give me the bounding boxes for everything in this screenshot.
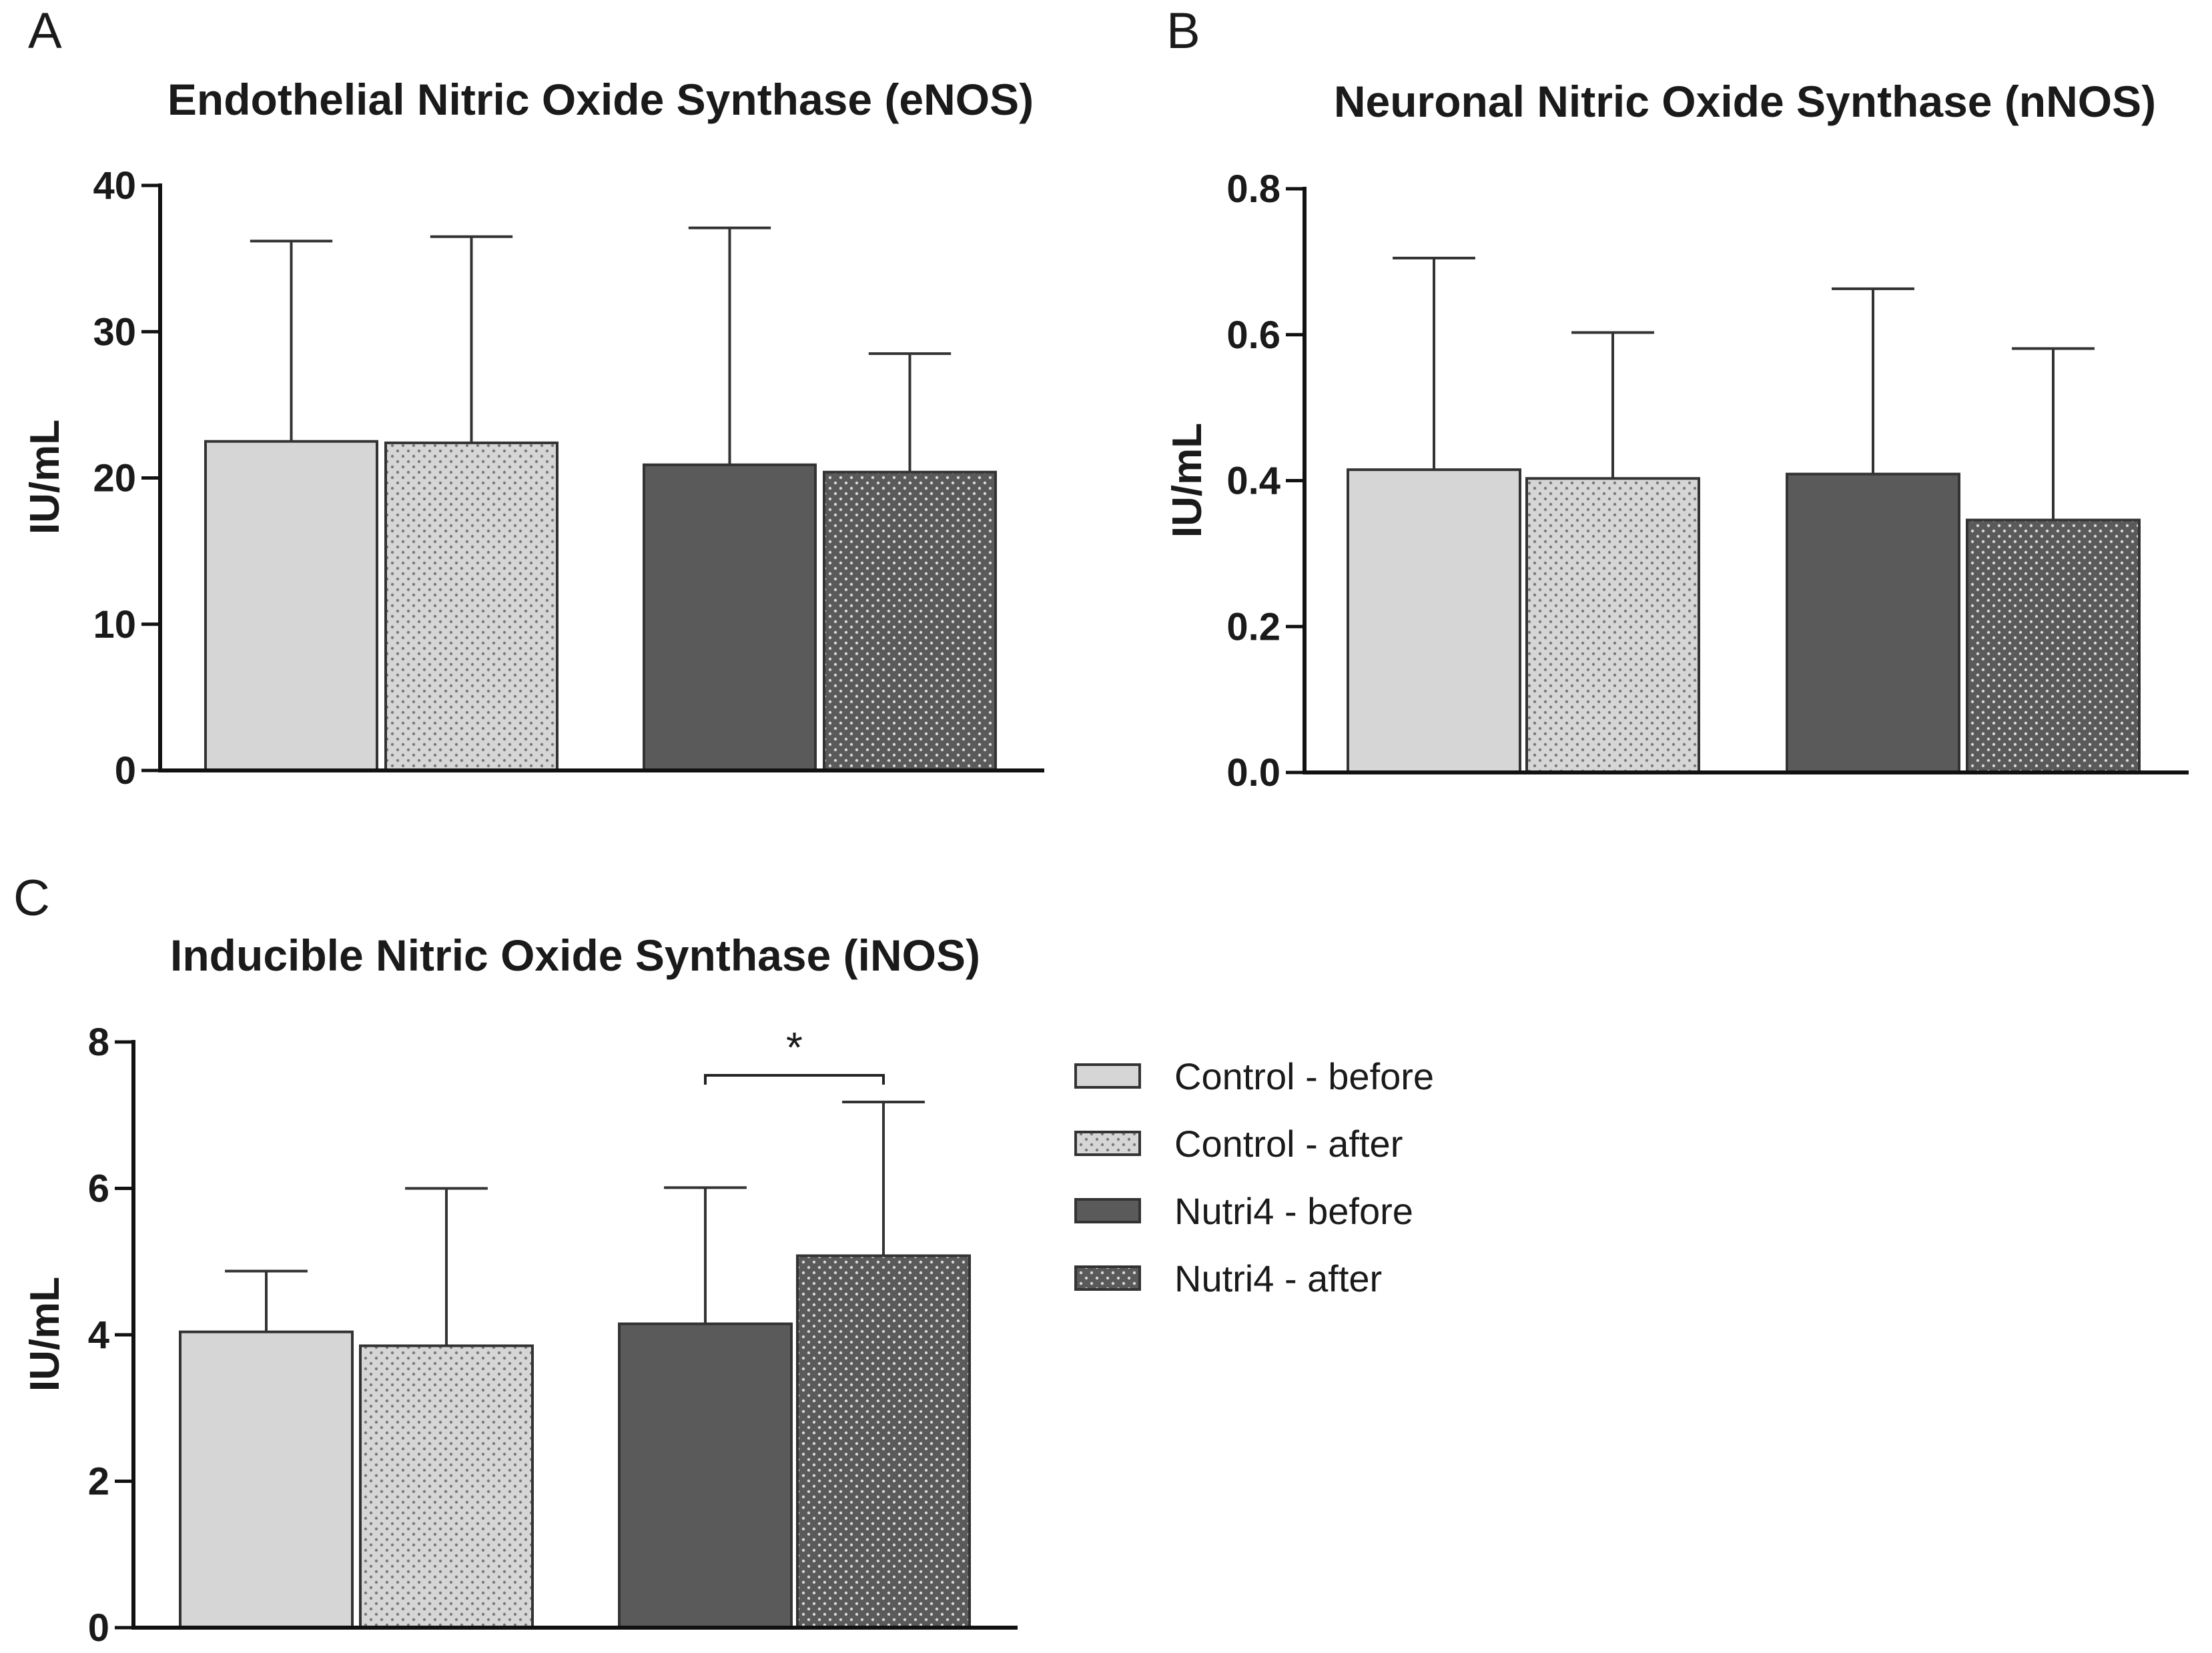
- y-tick-label: 4: [88, 1313, 109, 1357]
- bar-control-before: [204, 440, 378, 772]
- bar-control-before: [1347, 468, 1521, 774]
- panel-b-nnos: B Neuronal Nitric Oxide Synthase (nNOS) …: [1164, 3, 2189, 794]
- chart-title: Inducible Nitric Oxide Synthase (iNOS): [170, 931, 980, 980]
- panel-a-enos: A Endothelial Nitric Oxide Synthase (eNO…: [22, 3, 1044, 792]
- bar-nutri4-before: [618, 1322, 793, 1629]
- bar-control-after: [359, 1344, 534, 1630]
- y-tick-label: 0.2: [1226, 605, 1280, 648]
- legend-swatch-nutri4-before: [1074, 1198, 1141, 1223]
- y-axis-label: IU/mL: [1164, 423, 1210, 538]
- legend-swatch-nutri4-after: [1074, 1265, 1141, 1291]
- bar-nutri4-before: [1786, 472, 1960, 774]
- bar-control-after: [1525, 477, 1700, 774]
- significance-bracket: [704, 1073, 885, 1085]
- bar-control-before: [179, 1330, 354, 1629]
- y-axis-label: IU/mL: [22, 420, 68, 534]
- y-tick-label: 20: [93, 457, 136, 500]
- bar-nutri4-after: [1966, 518, 2141, 774]
- panel-letter: B: [1166, 3, 1200, 59]
- y-tick-label: 8: [88, 1021, 109, 1064]
- legend-label-control-before: Control - before: [1174, 1055, 1434, 1097]
- panel-letter: A: [28, 3, 62, 59]
- bar-nutri4-after: [823, 470, 997, 772]
- y-tick-label: 30: [93, 310, 136, 354]
- legend-label-control-after: Control - after: [1174, 1123, 1403, 1165]
- legend-swatch-control-before: [1074, 1063, 1141, 1089]
- chart-title: Neuronal Nitric Oxide Synthase (nNOS): [1334, 77, 2156, 126]
- y-tick-label: 0.4: [1226, 460, 1280, 503]
- y-axis-label: IU/mL: [22, 1277, 68, 1392]
- panel-c-inos: C Inducible Nitric Oxide Synthase (iNOS)…: [13, 870, 1018, 1650]
- legend: Control - before Control - after Nutri4 …: [1074, 1055, 1434, 1299]
- y-tick-label: 2: [88, 1460, 109, 1504]
- bar-nutri4-before: [643, 463, 817, 772]
- y-tick-label: 0: [88, 1606, 109, 1650]
- bar-nutri4-after: [796, 1254, 971, 1629]
- y-tick-label: 0.0: [1226, 751, 1280, 794]
- significance-label: *: [786, 1023, 803, 1071]
- chart-title: Endothelial Nitric Oxide Synthase (eNOS): [167, 75, 1034, 124]
- y-tick-label: 0.6: [1226, 314, 1280, 357]
- bar-control-after: [384, 441, 559, 772]
- legend-label-nutri4-before: Nutri4 - before: [1174, 1190, 1413, 1232]
- legend-swatch-control-after: [1074, 1131, 1141, 1156]
- y-tick-label: 10: [93, 603, 136, 646]
- legend-label-nutri4-after: Nutri4 - after: [1174, 1257, 1382, 1299]
- panel-letter: C: [13, 870, 50, 927]
- y-tick-label: 0: [115, 749, 136, 792]
- y-tick-label: 6: [88, 1167, 109, 1211]
- y-tick-label: 0.8: [1226, 167, 1280, 211]
- y-tick-label: 40: [93, 164, 136, 207]
